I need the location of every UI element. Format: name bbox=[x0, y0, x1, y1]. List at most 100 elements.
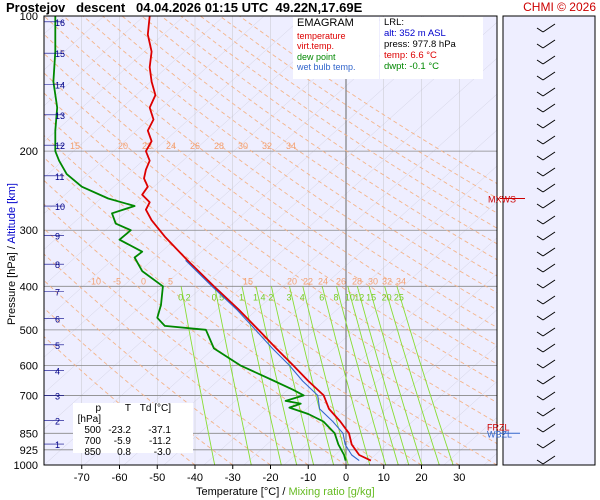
altitude-label: 10 bbox=[55, 202, 65, 212]
cell-p: 850 bbox=[84, 447, 101, 458]
dry-adiabat-label: 30 bbox=[368, 276, 378, 286]
mixing-ratio-line bbox=[255, 286, 298, 465]
dry-adiabat bbox=[102, 16, 497, 294]
col-header-t: T bbox=[124, 403, 131, 414]
wind-barb bbox=[542, 311, 556, 321]
mixing-ratio-label: 1 bbox=[239, 292, 244, 302]
mixing-ratio-label: 10 bbox=[345, 292, 355, 302]
altitude-label: 8 bbox=[55, 260, 60, 270]
mixing-ratio-line bbox=[321, 286, 371, 465]
dry-adiabat-label: 5 bbox=[168, 276, 173, 286]
mixing-ratio-label: 0.5 bbox=[212, 292, 225, 302]
legend-title: EMAGRAM bbox=[297, 17, 354, 29]
wind-barb-feather bbox=[536, 427, 544, 433]
x-tick-label: 20 bbox=[415, 472, 427, 484]
chart-title: Prostejov descent 04.04.2026 01:15 UTC 4… bbox=[6, 0, 363, 15]
wind-barb bbox=[542, 455, 556, 465]
dry-adiabat-label: 15 bbox=[70, 141, 80, 151]
mixing-ratio-label: 2 bbox=[268, 292, 273, 302]
mixing-ratio-label: 20 bbox=[382, 292, 392, 302]
dry-adiabat bbox=[44, 134, 497, 465]
dry-adiabat bbox=[44, 72, 497, 404]
x-tick-label: -30 bbox=[225, 472, 241, 484]
wind-barb-feather bbox=[536, 155, 544, 161]
wind-barb bbox=[542, 39, 556, 49]
legend-wet-bulb: wet bulb temp. bbox=[297, 62, 356, 72]
wind-barb bbox=[542, 215, 556, 225]
x-tick-label: -50 bbox=[149, 472, 165, 484]
wind-barb-feather bbox=[536, 315, 544, 321]
altitude-label: 5 bbox=[55, 341, 60, 351]
cell-p: 700 bbox=[84, 436, 101, 447]
x-tick-label: 30 bbox=[453, 472, 465, 484]
legend-temperature: temperature bbox=[297, 30, 346, 41]
skew-grid-line bbox=[44, 16, 345, 286]
dry-adiabat-label: 28 bbox=[352, 276, 362, 286]
wind-barb-feather bbox=[536, 139, 544, 145]
skew-grid-line bbox=[203, 201, 497, 465]
wind-barb-feather bbox=[536, 267, 544, 273]
altitude-label: 2 bbox=[55, 416, 60, 426]
wind-barb bbox=[542, 71, 556, 81]
wind-barb bbox=[542, 343, 556, 353]
dry-adiabat bbox=[44, 53, 497, 384]
wind-barb-feather bbox=[536, 299, 544, 305]
x-tick-label: -60 bbox=[112, 472, 128, 484]
cell-t: -5.9 bbox=[113, 436, 131, 447]
wind-barb bbox=[542, 23, 556, 33]
dry-adiabat-label: 15 bbox=[243, 276, 253, 286]
cell-td: -11.2 bbox=[148, 436, 171, 447]
wind-panel-frame bbox=[502, 15, 596, 466]
y-tick-label: 850 bbox=[20, 428, 38, 440]
mixing-ratio-line bbox=[270, 286, 315, 465]
skew-grid-line bbox=[44, 57, 497, 465]
skew-grid-line bbox=[123, 129, 497, 465]
mxws-label: MXWS bbox=[488, 195, 516, 205]
wind-barb-feather bbox=[536, 379, 544, 385]
series-wet-bulb-temp bbox=[185, 259, 360, 462]
lrl-title: LRL: bbox=[384, 17, 405, 28]
credit-label: CHMI © 2026 bbox=[523, 0, 596, 14]
level-table: p [hPa] T Td [°C] 500 -23.2 -37.1 700 -5… bbox=[73, 403, 193, 458]
wind-barb bbox=[542, 263, 556, 273]
x-tick-label: 10 bbox=[378, 472, 390, 484]
x-tick-label: -40 bbox=[187, 472, 203, 484]
cell-t: -23.2 bbox=[108, 425, 131, 436]
table-row: 700 -5.9 -11.2 bbox=[73, 436, 193, 447]
mixing-ratio-label: 4 bbox=[300, 292, 305, 302]
wind-barb bbox=[542, 375, 556, 385]
wind-barb-feather bbox=[536, 331, 544, 337]
mixing-ratio-line bbox=[241, 286, 282, 465]
wind-barb-feather bbox=[536, 171, 544, 177]
wind-barb-feather bbox=[536, 107, 544, 113]
dry-adiabat bbox=[44, 33, 497, 365]
wind-barb-feather bbox=[536, 347, 544, 353]
cell-p: 500 bbox=[84, 425, 101, 436]
x-tick-label: -10 bbox=[300, 472, 316, 484]
y-tick-label: 700 bbox=[20, 390, 38, 402]
x-axis-label: Temperature [°C] bbox=[196, 486, 280, 498]
mixing-ratio-label: 6 bbox=[319, 292, 324, 302]
x-tick-label: 0 bbox=[343, 472, 349, 484]
x-tick-label: -70 bbox=[74, 472, 90, 484]
wind-barb bbox=[542, 391, 556, 401]
mixing-ratio-line bbox=[214, 286, 252, 465]
dry-adiabat-label: 22 bbox=[303, 276, 313, 286]
wind-barb bbox=[542, 87, 556, 97]
dry-adiabat bbox=[44, 92, 497, 424]
skew-grid-line bbox=[44, 16, 305, 250]
y-axis-label: Pressure [hPa] bbox=[6, 252, 18, 325]
dry-adiabat bbox=[44, 16, 497, 346]
series-temperature bbox=[141, 16, 372, 462]
y-tick-label: 600 bbox=[20, 360, 38, 372]
mixing-ratio-line bbox=[180, 286, 216, 465]
y-axis-separator: / bbox=[6, 246, 18, 250]
dry-adiabat bbox=[63, 16, 497, 328]
skew-grid-line bbox=[44, 16, 145, 107]
wind-barb bbox=[542, 295, 556, 305]
mixing-ratio-line bbox=[384, 286, 440, 465]
x-axis-label-mixing: Mixing ratio [g/kg] bbox=[288, 486, 375, 498]
mixing-ratio-line bbox=[302, 286, 349, 465]
altitude-label: 6 bbox=[55, 315, 60, 325]
y-tick-label: 500 bbox=[20, 325, 38, 337]
